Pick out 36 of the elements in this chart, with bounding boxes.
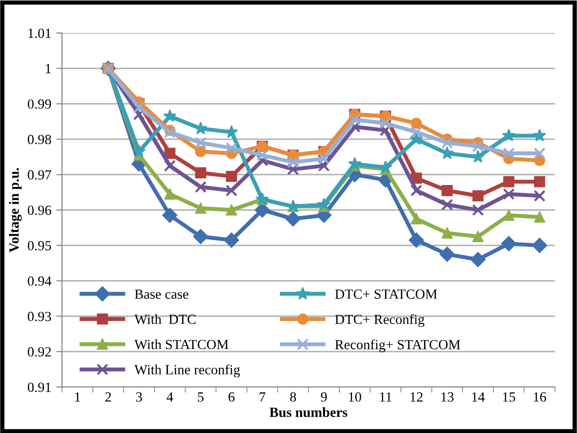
x-tick-label: 7 xyxy=(260,392,266,402)
x-axis-title: Bus numbers xyxy=(270,407,348,418)
x-tick-label: 1 xyxy=(75,392,80,402)
y-tick-label: 1.01 xyxy=(28,28,51,38)
x-tick-label: 3 xyxy=(136,392,142,402)
y-tick-label: 0.93 xyxy=(28,312,52,322)
x-tick-label: 9 xyxy=(320,392,327,402)
x-tick-label: 2 xyxy=(105,392,111,402)
legend-label: With DTC xyxy=(134,314,196,324)
x-tick-label: 5 xyxy=(198,392,204,402)
x-tick-label: 15 xyxy=(503,392,516,402)
x-tick-label: 8 xyxy=(290,392,296,402)
x-tick-label: 12 xyxy=(410,392,423,402)
legend-label: Reconfig+ STATCOM xyxy=(335,339,460,352)
x-tick-label: 6 xyxy=(228,392,235,402)
y-tick-label: 0.95 xyxy=(28,240,52,250)
legend-label: DTC+ STATCOM xyxy=(335,289,438,299)
legend-label: With STATCOM xyxy=(134,339,228,350)
x-tick-label: 4 xyxy=(166,392,174,402)
x-tick-label: 11 xyxy=(380,392,392,402)
y-tick-label: 0.91 xyxy=(28,382,51,392)
y-tick-label: 0.92 xyxy=(28,347,51,357)
x-tick-label: 10 xyxy=(348,392,362,402)
y-tick-label: 0.94 xyxy=(28,276,52,286)
y-tick-label: 0.97 xyxy=(28,170,52,180)
y-axis-title: Voltage in p.u. xyxy=(9,168,22,252)
y-tick-label: 0.99 xyxy=(28,99,52,109)
legend-label: With Line reconfig xyxy=(134,364,240,378)
y-tick-label: 0.96 xyxy=(28,206,52,216)
y-tick-label: 1 xyxy=(46,64,51,74)
legend-label: Base case xyxy=(134,290,188,299)
legend-label: DTC+ Reconfig xyxy=(335,314,424,327)
x-tick-label: 14 xyxy=(472,392,485,402)
x-tick-label: 16 xyxy=(534,392,546,402)
y-tick-label: 0.98 xyxy=(28,134,52,144)
x-tick-label: 13 xyxy=(441,392,454,402)
